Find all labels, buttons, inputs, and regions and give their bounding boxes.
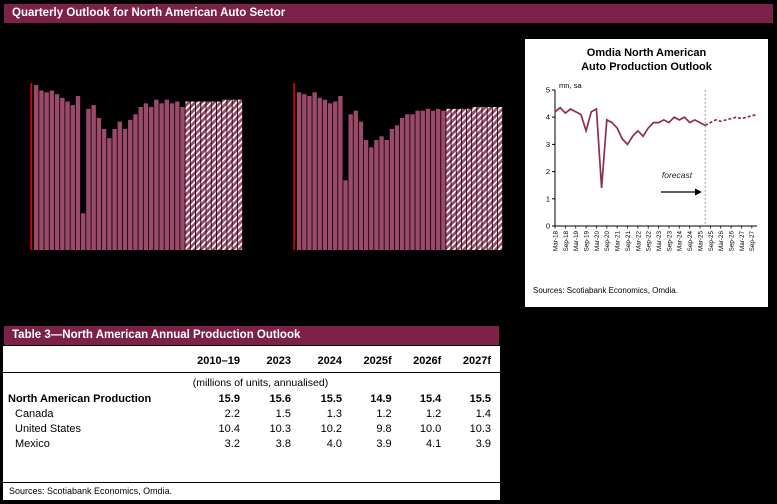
value-cell: 4.1	[425, 437, 442, 450]
svg-text:4: 4	[546, 113, 550, 122]
row-label: Canada	[15, 407, 54, 420]
line-chart-title: Omdia North American Auto Production Out…	[525, 39, 768, 76]
column-header: 2024	[299, 346, 351, 373]
column-header: 2010–19	[170, 346, 249, 373]
table-title: Table 3—North American Annual Production…	[3, 325, 500, 346]
value-cell: 15.5	[320, 392, 342, 405]
svg-text:Sep-26: Sep-26	[729, 231, 736, 252]
column-header: 2026f	[400, 346, 451, 373]
value-cell: 3.8	[275, 437, 291, 450]
table-row: North American Production 15.9 15.6 15.5 14.…	[3, 391, 500, 406]
svg-text:Mar-22: Mar-22	[635, 231, 642, 251]
svg-text:2: 2	[546, 167, 550, 176]
svg-text:Sep-19: Sep-19	[583, 231, 590, 252]
column-header-empty	[3, 346, 170, 373]
value-cell: 1.3	[326, 407, 342, 420]
value-cell: 15.4	[419, 392, 442, 405]
table-row: Canada 2.2 1.5 1.3 1.2 1.2 1.4	[3, 406, 500, 421]
value-cell: 1.5	[275, 407, 291, 420]
svg-text:Sep-27: Sep-27	[749, 231, 756, 252]
quarterly-bar-chart-left	[30, 83, 243, 250]
value-cell: 2.2	[224, 407, 240, 420]
svg-text:Sep-22: Sep-22	[646, 231, 653, 252]
svg-text:0: 0	[546, 222, 550, 231]
value-cell: 1.2	[425, 407, 442, 420]
svg-text:Mar-21: Mar-21	[615, 231, 622, 251]
page-title: Quarterly Outlook for North American Aut…	[3, 3, 774, 24]
value-cell: 10.3	[269, 422, 291, 435]
row-label: Mexico	[15, 437, 50, 450]
value-cell: 9.8	[376, 422, 392, 435]
value-cell: 3.9	[475, 437, 491, 450]
svg-text:Sep-24: Sep-24	[687, 231, 694, 252]
svg-text:Sep-21: Sep-21	[625, 231, 632, 252]
value-cell: 10.0	[419, 422, 442, 435]
svg-text:Mar-27: Mar-27	[739, 231, 746, 251]
line-chart-title-line2: Auto Production Outlook	[581, 60, 712, 73]
value-cell: 10.4	[218, 422, 240, 435]
value-cell: 14.9	[370, 392, 392, 405]
value-cell: 15.6	[269, 392, 291, 405]
svg-text:Mar-23: Mar-23	[656, 231, 663, 251]
value-cell: 15.5	[469, 392, 491, 405]
table-row: United States 10.4 10.3 10.2 9.8 10.0 10.3	[3, 421, 500, 436]
svg-text:Sep-25: Sep-25	[708, 231, 715, 252]
value-cell: 3.9	[376, 437, 392, 450]
svg-text:Mar-20: Mar-20	[594, 231, 601, 251]
production-table: 2010–19 2023 2024 2025f 2026f 2027f (millions…	[3, 346, 500, 451]
svg-text:1: 1	[546, 194, 550, 203]
line-chart-panel: Omdia North American Auto Production Out…	[524, 38, 769, 308]
column-header: 2025f	[351, 346, 401, 373]
svg-text:3: 3	[546, 140, 550, 149]
value-cell: 3.2	[224, 437, 240, 450]
value-cell: 1.4	[475, 407, 491, 420]
svg-text:Mar-18: Mar-18	[552, 231, 559, 251]
quarterly-bar-chart-right	[293, 83, 503, 250]
value-cell: 15.9	[218, 392, 240, 405]
svg-text:Sep-18: Sep-18	[563, 231, 570, 252]
table-sources: Sources: Scotiabank Economics, Omdia.	[3, 482, 500, 500]
value-cell: 4.0	[326, 437, 342, 450]
value-cell: 1.2	[376, 407, 392, 420]
units-note: (millions of units, annualised)	[192, 377, 329, 389]
line-chart-title-line1: Omdia North American	[586, 47, 707, 59]
svg-text:forecast: forecast	[662, 170, 693, 180]
svg-text:Mar-26: Mar-26	[718, 231, 725, 251]
column-header: 2027f	[450, 346, 500, 373]
svg-text:Mar-19: Mar-19	[573, 231, 580, 251]
value-cell: 10.3	[469, 422, 491, 435]
svg-text:Sep-23: Sep-23	[666, 231, 673, 252]
svg-text:Sep-20: Sep-20	[604, 231, 611, 252]
svg-text:mn, sa: mn, sa	[559, 81, 582, 90]
value-cell: 10.2	[320, 422, 342, 435]
production-outlook-line-chart: 0 1 2 3 4 5 mn, sa Mar-18 Sep-18 Mar-19 Sep-19 Mar-…	[546, 81, 758, 252]
table-row: Mexico 3.2 3.8 4.0 3.9 4.1 3.9	[3, 436, 500, 451]
line-chart-sources: Sources: Scotiabank Economics, Omdia.	[533, 286, 678, 295]
svg-text:Mar-24: Mar-24	[677, 231, 684, 251]
row-label: United States	[15, 422, 82, 435]
svg-text:Mar-25: Mar-25	[697, 231, 704, 251]
row-label: North American Production	[8, 392, 152, 405]
svg-text:5: 5	[546, 86, 550, 95]
production-table-panel: 2010–19 2023 2024 2025f 2026f 2027f (millions…	[3, 346, 500, 500]
column-header: 2023	[248, 346, 300, 373]
